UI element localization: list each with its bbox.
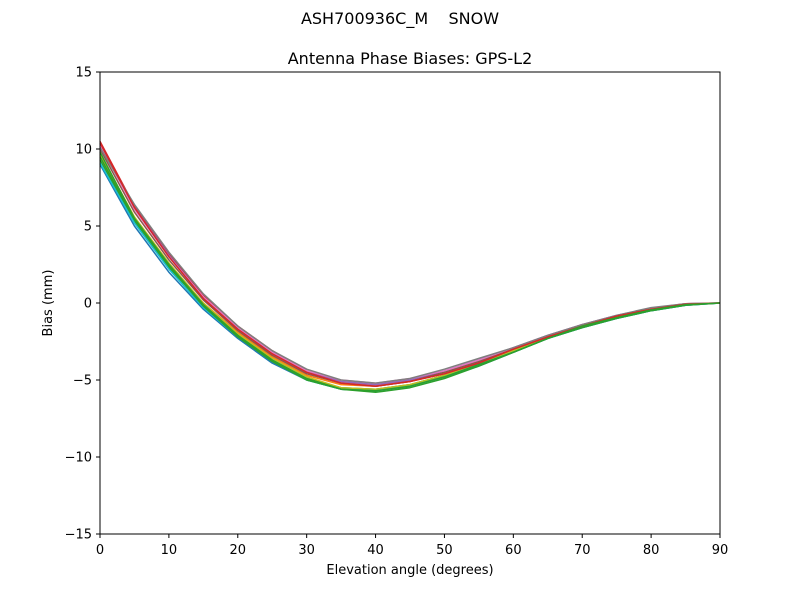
y-tick-label: 15 xyxy=(75,66,92,81)
x-tick-label: 10 xyxy=(161,543,178,558)
x-tick-label: 40 xyxy=(367,543,384,558)
x-tick-label: 90 xyxy=(712,543,729,558)
y-axis-ticks: −15 −10 −5 0 5 10 15 xyxy=(65,66,100,543)
x-tick-label: 60 xyxy=(505,543,522,558)
series-line-1 xyxy=(99,164,721,392)
series-line-5 xyxy=(99,145,721,386)
series-line-8 xyxy=(99,147,721,384)
series-line-6 xyxy=(99,148,721,387)
series-lines xyxy=(99,140,721,394)
x-tick-label: 0 xyxy=(96,543,104,558)
y-axis-label: Bias (mm) xyxy=(41,270,56,337)
y-tick-label: 10 xyxy=(75,143,92,158)
series-line-13 xyxy=(99,151,721,392)
y-tick-label: 5 xyxy=(84,220,92,235)
y-tick-label: −5 xyxy=(73,374,92,389)
chart-title: Antenna Phase Biases: GPS-L2 xyxy=(288,49,533,68)
x-tick-label: 80 xyxy=(643,543,660,558)
x-axis-label: Elevation angle (degrees) xyxy=(326,563,493,578)
series-line-12 xyxy=(99,142,721,387)
y-tick-label: 0 xyxy=(84,297,92,312)
series-line-11 xyxy=(99,156,721,394)
x-axis-ticks: 0 10 20 30 40 50 60 70 80 90 xyxy=(96,534,728,558)
series-line-7 xyxy=(99,144,721,384)
series-line-3 xyxy=(99,159,721,390)
figure-suptitle: ASH700936C_M SNOW xyxy=(300,9,500,28)
series-line-4 xyxy=(99,140,721,386)
y-tick-label: −10 xyxy=(65,451,92,466)
series-line-9 xyxy=(99,153,721,390)
plot-frame xyxy=(99,71,721,535)
series-line-10 xyxy=(99,162,721,392)
x-tick-label: 50 xyxy=(436,543,453,558)
y-tick-label: −15 xyxy=(65,528,92,543)
x-tick-label: 20 xyxy=(230,543,247,558)
x-tick-label: 70 xyxy=(574,543,591,558)
series-line-2 xyxy=(99,154,721,387)
x-tick-label: 30 xyxy=(298,543,315,558)
